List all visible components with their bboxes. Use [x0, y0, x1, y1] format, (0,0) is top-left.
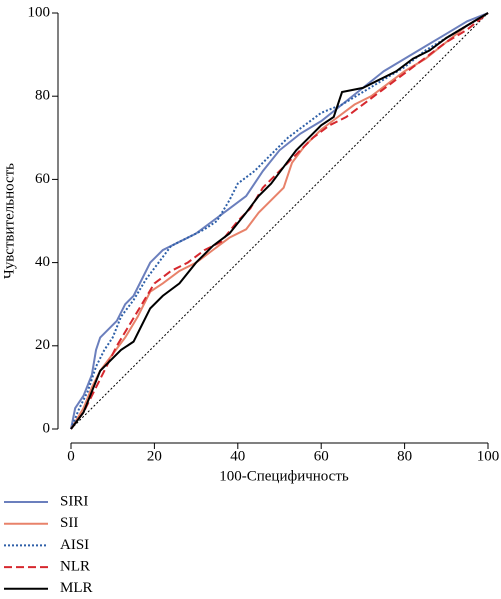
x-tick-label: 80	[397, 448, 412, 464]
legend-label: MLR	[60, 580, 93, 596]
legend-label: AISI	[60, 537, 89, 553]
roc-curve	[70, 12, 489, 430]
y-tick-label: 60	[35, 171, 50, 187]
y-tick-label: 100	[28, 4, 51, 20]
y-tick-label: 20	[35, 337, 50, 353]
y-tick-label: 0	[43, 420, 51, 436]
roc-curve	[70, 12, 489, 430]
x-tick-label: 60	[314, 448, 329, 464]
roc-curve	[70, 12, 489, 430]
y-tick-label: 40	[35, 254, 50, 270]
legend-label: SIRI	[60, 493, 88, 509]
legend-label: SII	[60, 515, 78, 531]
legend-label: NLR	[60, 559, 90, 575]
y-tick-label: 80	[35, 88, 50, 104]
x-axis-label: 100-Специфичность	[219, 468, 349, 484]
reference-diagonal	[70, 12, 489, 430]
x-tick-label: 20	[147, 448, 162, 464]
x-tick-label: 0	[67, 448, 75, 464]
y-axis-label: Чувствительность	[1, 163, 17, 279]
x-tick-label: 40	[230, 448, 245, 464]
x-tick-label: 100	[477, 448, 500, 464]
